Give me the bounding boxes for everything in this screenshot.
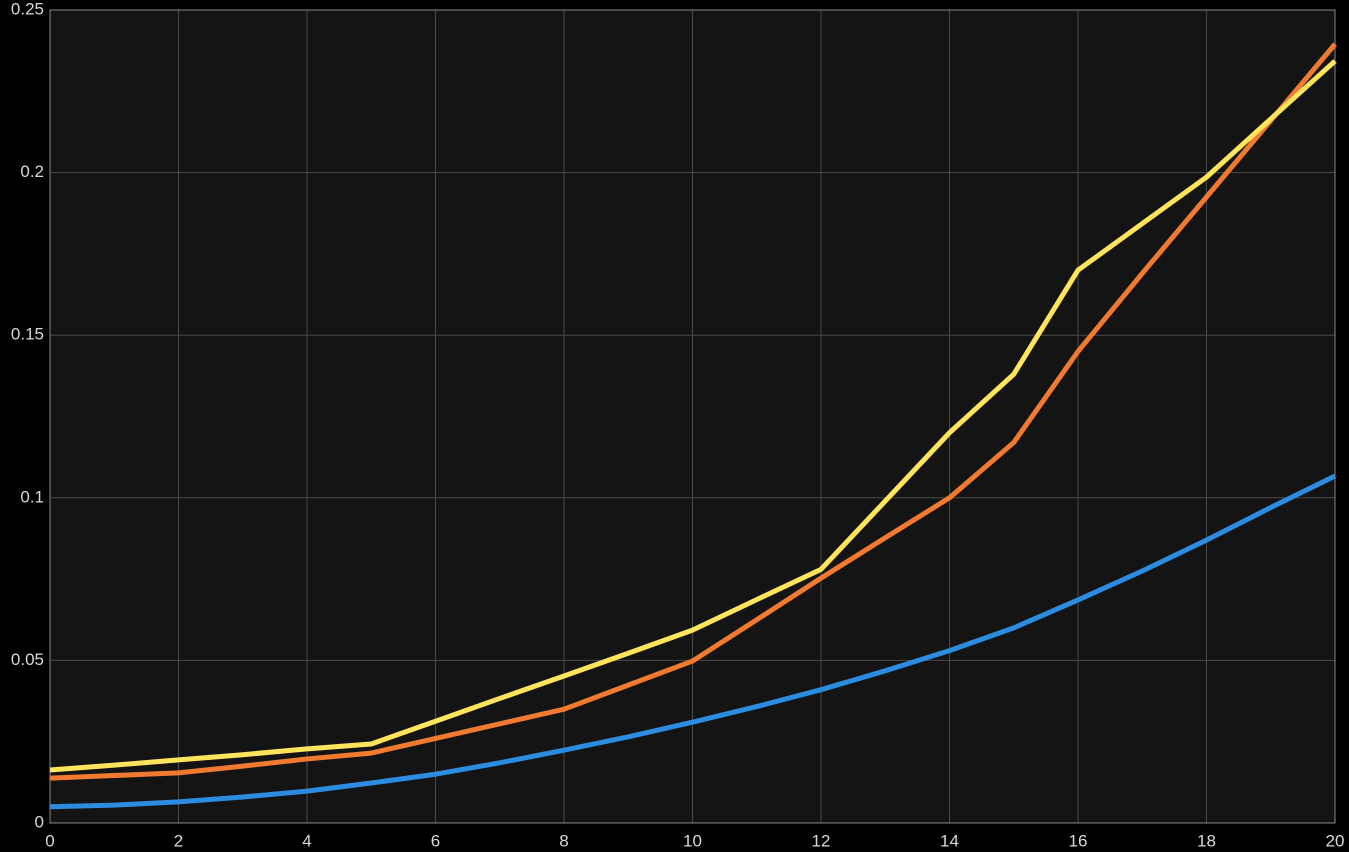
y-tick-label: 0.1 — [20, 487, 44, 506]
x-tick-label: 4 — [302, 831, 311, 850]
y-tick-label: 0.25 — [11, 0, 44, 18]
x-tick-label: 8 — [559, 831, 568, 850]
y-tick-label: 0.05 — [11, 650, 44, 669]
axes-box — [49, 9, 1336, 824]
x-tick-label: 2 — [174, 831, 183, 850]
y-tick-label: 0.2 — [20, 162, 44, 181]
x-tick-label: 20 — [1326, 831, 1345, 850]
y-tick-label: 0 — [35, 812, 44, 831]
series-line — [49, 42, 1337, 781]
x-tick-label: 10 — [683, 831, 702, 850]
x-tick-label: 6 — [431, 831, 440, 850]
series-line — [49, 59, 1337, 773]
y-tick-label: 0.15 — [11, 325, 44, 344]
x-tick-label: 12 — [812, 831, 831, 850]
x-tick-label: 16 — [1069, 831, 1088, 850]
series-line — [49, 473, 1337, 810]
x-tick-label: 18 — [1197, 831, 1216, 850]
x-tick-label: 0 — [45, 831, 54, 850]
x-tick-label: 14 — [940, 831, 959, 850]
